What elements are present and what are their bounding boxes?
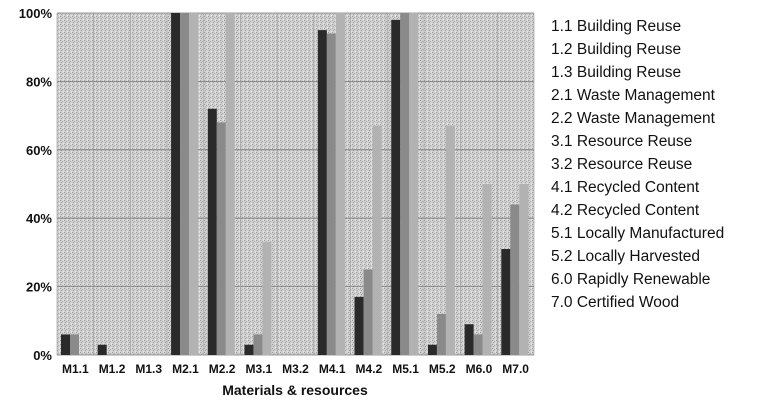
bar-m3-1-s3 xyxy=(262,242,272,355)
legend-item: 4.2 Recycled Content xyxy=(551,202,700,219)
legend-item: 5.2 Locally Harvested xyxy=(551,248,701,265)
bar-m7-0-s3 xyxy=(519,184,529,355)
plot-area xyxy=(57,13,534,355)
bar-m2-1-s2 xyxy=(180,13,190,355)
x-tick-label: M3.1 xyxy=(245,362,272,376)
bar-m2-1-s1 xyxy=(171,13,181,355)
bar-m4-2-s2 xyxy=(363,269,373,355)
y-tick-label: 0% xyxy=(33,348,52,363)
legend-item: 7.0 Certified Wood xyxy=(551,294,680,311)
legend-item: 3.2 Resource Reuse xyxy=(551,156,693,173)
bar-m5-1-s2 xyxy=(400,13,410,355)
bar-m2-2-s3 xyxy=(225,13,235,355)
bar-m5-1-s3 xyxy=(409,13,419,355)
bar-m4-1-s1 xyxy=(317,30,327,355)
bar-m6-0-s1 xyxy=(464,324,474,355)
bar-m3-1-s2 xyxy=(253,334,263,355)
legend: 1.1 Building Reuse 1.2 Building Reuse 1.3 … xyxy=(551,15,724,314)
y-axis-ticks: 0% 20% 40% 60% 80% 100% xyxy=(19,6,53,363)
bar-chart: 0%20%40%60%80%100% M1.1 M1.2 M1.3 M2.1 M2.2 M… xyxy=(19,6,535,398)
legend-item: 5.1 Locally Manufactured xyxy=(551,225,725,242)
x-axis-label: Materials & resources xyxy=(222,382,368,398)
legend-item: 2.2 Waste Management xyxy=(551,110,715,127)
y-tick-label: 20% xyxy=(26,280,52,295)
x-tick-label: M5.2 xyxy=(429,362,456,376)
bar-m4-1-s3 xyxy=(335,13,345,355)
bar-m2-2-s2 xyxy=(216,122,226,355)
bar-m4-2-s3 xyxy=(372,125,382,355)
x-tick-label: M2.1 xyxy=(172,362,199,376)
legend-item: 1.3 Building Reuse xyxy=(551,64,682,81)
legend-item: 3.1 Resource Reuse xyxy=(551,133,693,150)
x-axis-ticks: M1.1 M1.2 M1.3 M2.1 M2.2 M3.1 M3.2 M4.1 M4.2 M5.1… xyxy=(62,362,529,376)
x-tick-label: M3.2 xyxy=(282,362,309,376)
gridlines xyxy=(56,12,535,356)
x-tick-label: M1.3 xyxy=(135,362,162,376)
x-tick-label: M4.1 xyxy=(319,362,346,376)
bar-m6-0-s3 xyxy=(482,184,492,355)
x-tick-label: M7.0 xyxy=(502,362,529,376)
bar-m1-1-s1 xyxy=(61,334,70,355)
y-tick-label: 80% xyxy=(26,74,52,89)
bar-m4-2-s1 xyxy=(354,296,364,355)
legend-item: 6.0 Rapidly Renewable xyxy=(551,271,711,288)
x-tick-label: M1.2 xyxy=(99,362,126,376)
bar-m1-1-s2 xyxy=(70,334,79,355)
bar-m4-1-s2 xyxy=(326,33,336,356)
legend-item: 2.1 Waste Management xyxy=(551,87,715,104)
bar-m7-0-s1 xyxy=(501,248,511,355)
x-tick-label: M4.2 xyxy=(356,362,383,376)
x-tick-label: M1.1 xyxy=(62,362,89,376)
legend-item: 1.1 Building Reuse xyxy=(551,18,682,35)
bar-m5-2-s1 xyxy=(427,344,437,355)
legend-item: 4.1 Recycled Content xyxy=(551,179,700,196)
bar-m2-1-s3 xyxy=(189,13,199,355)
bar-m5-2-s3 xyxy=(445,125,455,355)
y-tick-label: 100% xyxy=(19,6,53,21)
bar-m2-2-s1 xyxy=(207,108,217,355)
legend-item: 1.2 Building Reuse xyxy=(551,41,682,58)
bar-m1-2-s1 xyxy=(97,344,107,355)
bar-m6-0-s2 xyxy=(473,334,483,355)
bar-m5-1-s1 xyxy=(391,19,401,356)
x-tick-label: M5.1 xyxy=(392,362,419,376)
bar-m7-0-s2 xyxy=(510,204,520,355)
y-tick-label: 40% xyxy=(26,211,52,226)
x-tick-label: M6.0 xyxy=(466,362,493,376)
y-tick-label: 60% xyxy=(26,143,52,158)
bar-m5-2-s2 xyxy=(436,313,446,355)
x-tick-label: M2.2 xyxy=(209,362,236,376)
bar-m3-1-s1 xyxy=(244,344,254,355)
bars xyxy=(61,13,529,356)
